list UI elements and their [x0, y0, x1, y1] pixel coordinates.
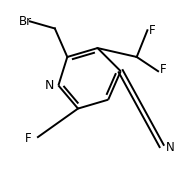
Text: N: N — [45, 79, 54, 92]
Text: F: F — [25, 132, 32, 145]
Text: F: F — [160, 63, 167, 76]
Text: F: F — [149, 24, 156, 37]
Text: Br: Br — [19, 15, 32, 28]
Text: N: N — [166, 141, 175, 154]
